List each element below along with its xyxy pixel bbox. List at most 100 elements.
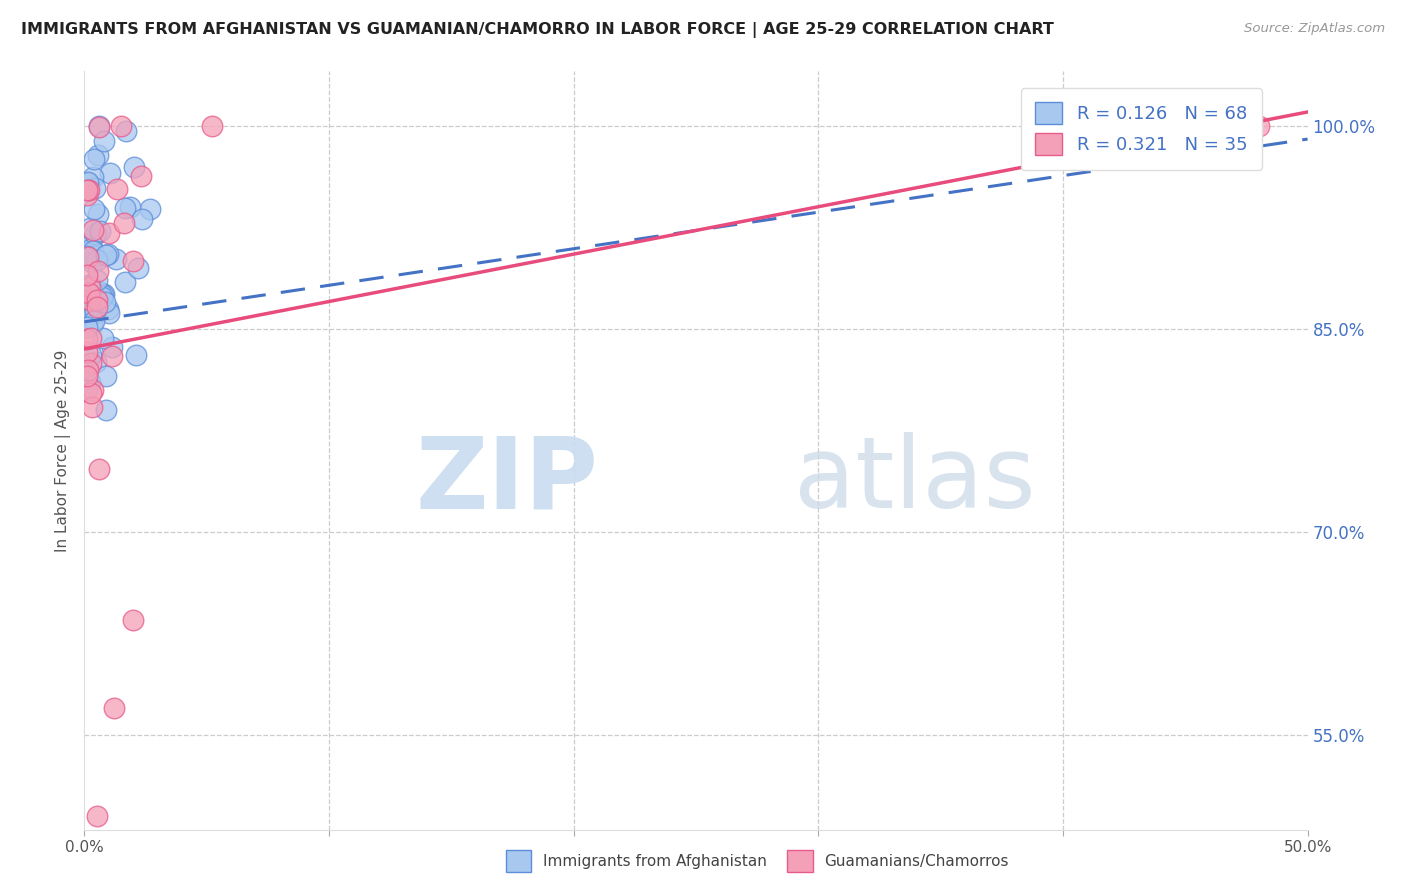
Point: [127, 261, 149, 276]
Point: [76, 249, 98, 263]
Point: [76, 319, 98, 334]
Point: [83, 314, 105, 328]
Point: [83, 304, 105, 318]
Point: [79, 277, 101, 292]
Point: [82, 254, 104, 268]
Point: [76, 311, 98, 326]
Point: [89, 462, 111, 476]
Point: [114, 124, 136, 138]
Text: Source: ZipAtlas.com: Source: ZipAtlas.com: [1244, 22, 1385, 36]
Point: [87, 119, 110, 133]
Point: [86, 147, 108, 161]
Point: [77, 363, 100, 377]
Point: [83, 249, 105, 263]
Point: [96, 402, 118, 417]
Point: [83, 202, 105, 216]
Point: [80, 386, 103, 401]
Point: [80, 331, 103, 345]
Point: [125, 348, 148, 362]
Point: [77, 183, 100, 197]
Point: [97, 302, 120, 317]
Point: [94, 295, 117, 310]
Point: [101, 340, 124, 354]
Text: ZIP: ZIP: [415, 433, 598, 529]
Point: [91, 288, 114, 302]
Point: [84, 305, 107, 319]
Point: [122, 254, 145, 268]
Point: [86, 273, 108, 287]
Point: [93, 287, 115, 301]
Point: [76, 183, 98, 197]
Point: [76, 357, 98, 371]
Point: [76, 188, 98, 202]
Point: [98, 166, 121, 180]
Text: atlas: atlas: [794, 433, 1035, 529]
Point: [105, 182, 128, 196]
Point: [84, 181, 107, 195]
Point: [86, 300, 108, 314]
Point: [98, 306, 121, 320]
Point: [86, 252, 108, 267]
Point: [93, 134, 115, 148]
Point: [82, 284, 104, 298]
Point: [110, 119, 132, 133]
Point: [76, 383, 98, 397]
Point: [89, 285, 111, 299]
Point: [82, 242, 104, 256]
Point: [84, 354, 107, 368]
Point: [86, 809, 108, 823]
Point: [96, 247, 118, 261]
Text: IMMIGRANTS FROM AFGHANISTAN VS GUAMANIAN/CHAMORRO IN LABOR FORCE | AGE 25-29 COR: IMMIGRANTS FROM AFGHANISTAN VS GUAMANIAN…: [21, 22, 1054, 38]
Point: [76, 332, 98, 346]
Point: [90, 289, 112, 303]
Point: [131, 212, 153, 227]
Point: [83, 152, 105, 166]
Point: [76, 268, 98, 282]
Point: [79, 356, 101, 370]
Point: [86, 290, 108, 304]
Point: [98, 226, 121, 240]
Point: [77, 176, 100, 190]
Point: [94, 248, 117, 262]
Point: [122, 613, 145, 627]
Point: [89, 120, 111, 134]
Y-axis label: In Labor Force | Age 25-29: In Labor Force | Age 25-29: [55, 350, 72, 551]
Point: [101, 349, 124, 363]
Text: Immigrants from Afghanistan: Immigrants from Afghanistan: [543, 854, 766, 869]
Point: [83, 294, 105, 309]
Point: [94, 368, 117, 383]
Text: Guamanians/Chamorros: Guamanians/Chamorros: [824, 854, 1008, 869]
Point: [77, 239, 100, 253]
Point: [82, 223, 104, 237]
Point: [77, 175, 100, 189]
Point: [76, 235, 98, 250]
Legend: R = 0.126   N = 68, R = 0.321   N = 35: R = 0.126 N = 68, R = 0.321 N = 35: [1021, 88, 1261, 170]
Point: [82, 170, 104, 185]
Point: [103, 700, 125, 714]
Point: [80, 401, 103, 415]
Point: [83, 307, 105, 321]
Point: [77, 277, 100, 292]
Point: [84, 227, 107, 241]
Point: [76, 183, 98, 197]
Point: [76, 359, 98, 374]
Point: [87, 207, 110, 221]
Point: [76, 369, 98, 384]
Point: [1247, 119, 1270, 133]
Point: [76, 344, 98, 359]
Point: [114, 201, 136, 215]
Point: [82, 244, 104, 259]
Point: [79, 348, 101, 362]
Point: [138, 202, 160, 216]
Point: [79, 293, 101, 307]
Point: [129, 169, 152, 183]
Point: [86, 293, 108, 308]
Point: [122, 160, 145, 174]
Point: [91, 331, 114, 345]
Point: [80, 289, 103, 303]
Point: [79, 221, 101, 235]
Point: [114, 275, 136, 289]
Point: [79, 375, 101, 389]
Point: [77, 286, 100, 301]
Point: [104, 252, 127, 267]
